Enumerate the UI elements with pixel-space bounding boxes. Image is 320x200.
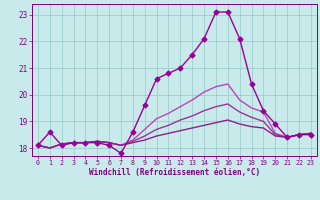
X-axis label: Windchill (Refroidissement éolien,°C): Windchill (Refroidissement éolien,°C) <box>89 168 260 177</box>
